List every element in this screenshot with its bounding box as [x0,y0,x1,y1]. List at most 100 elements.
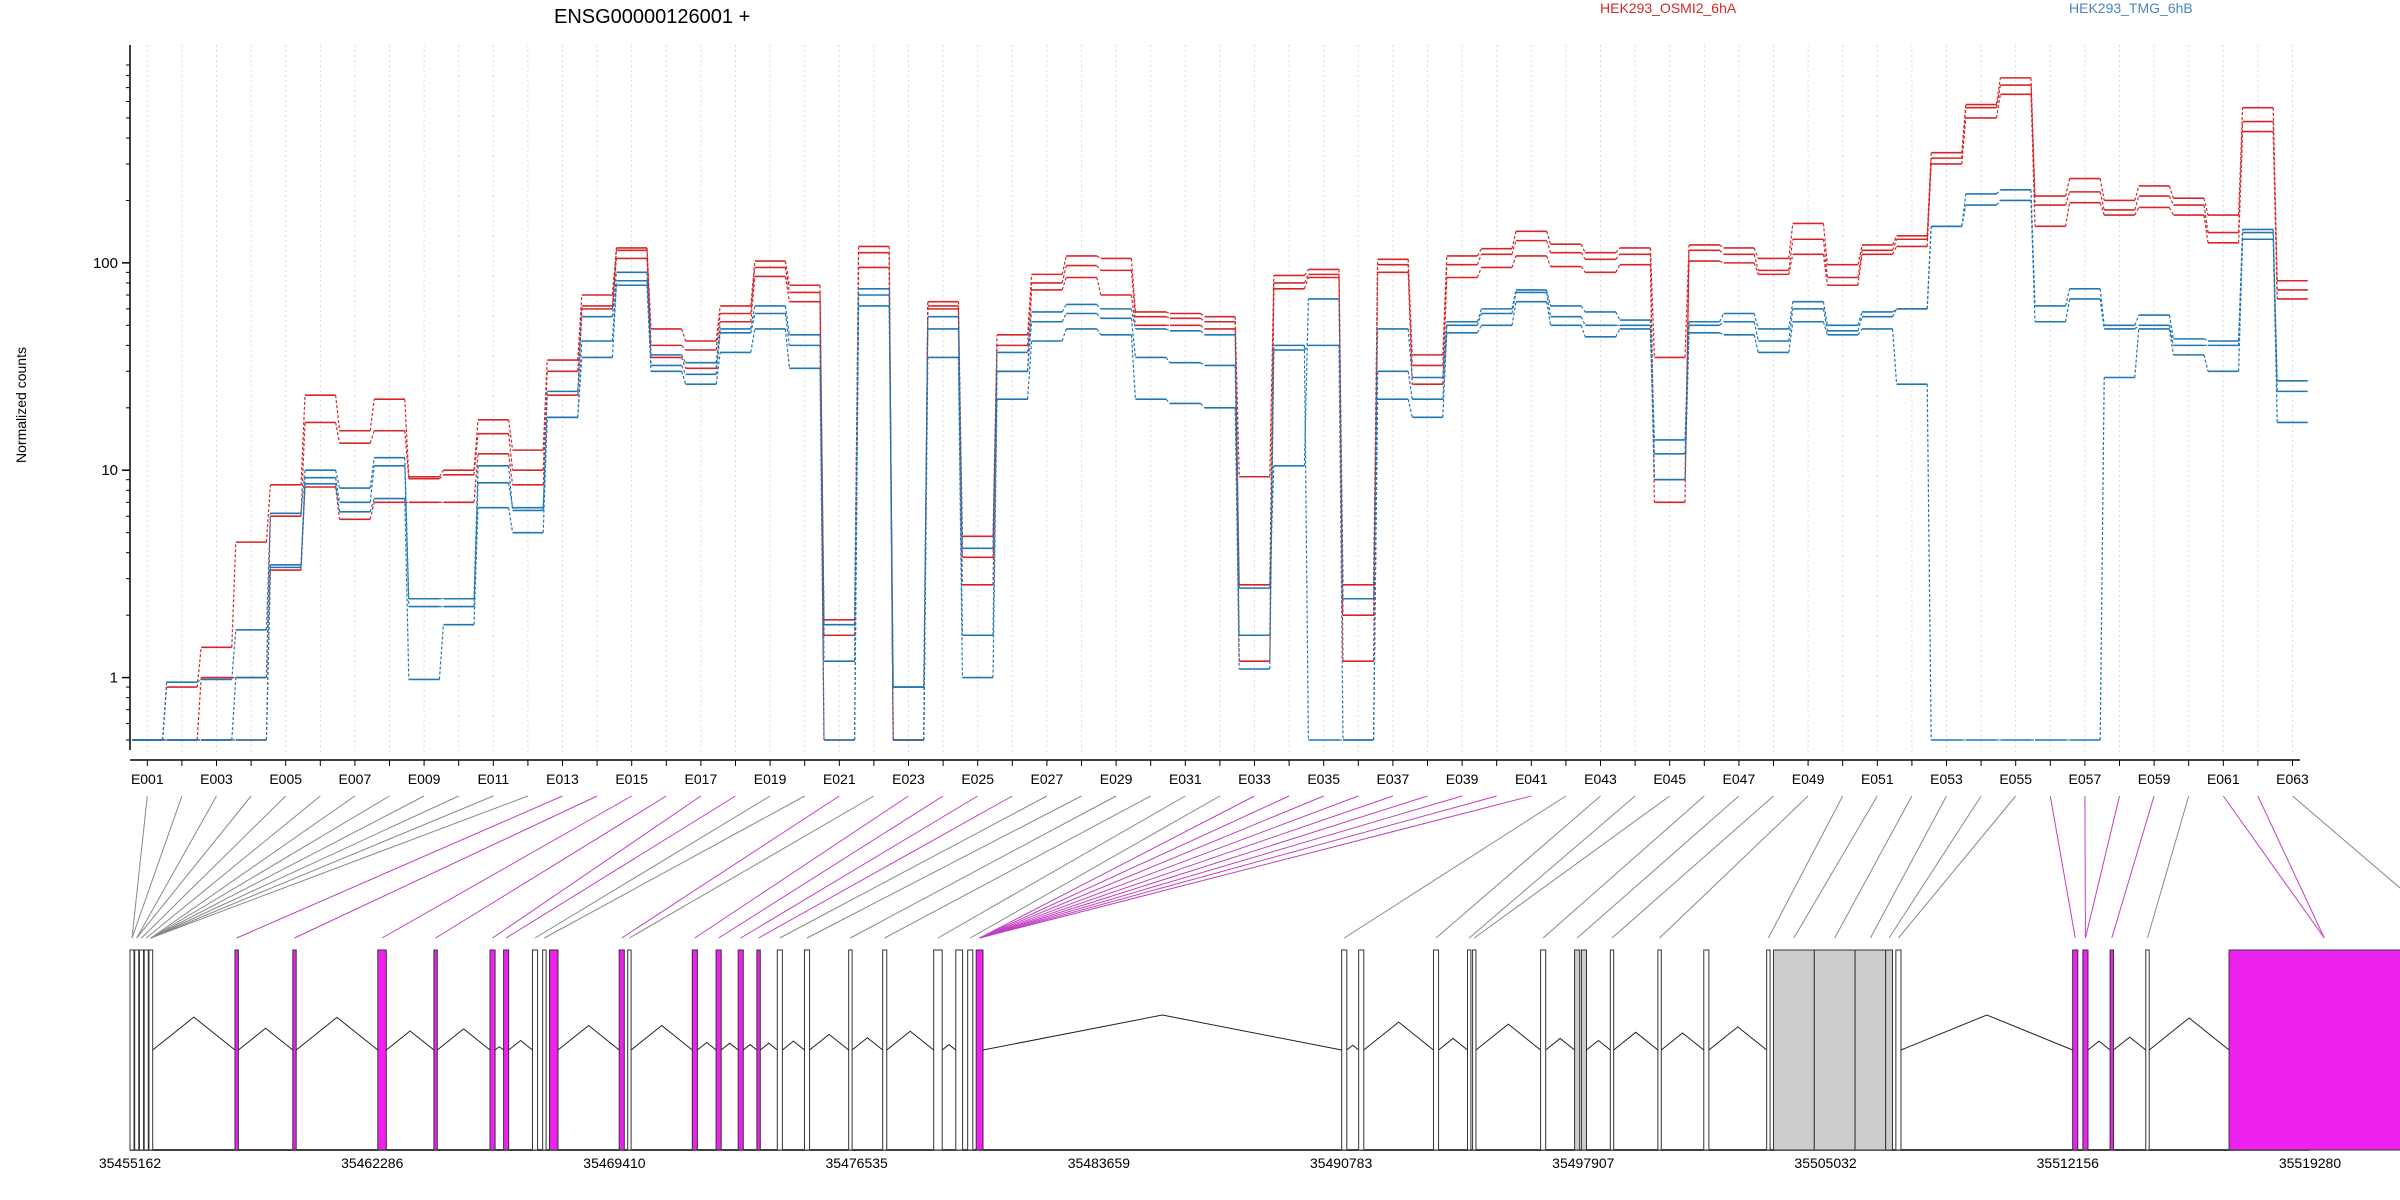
series-riser [2030,200,2036,322]
intron-line [238,1027,294,1051]
series-riser [1407,399,1413,418]
series-riser [404,465,410,607]
exon-box [1813,949,1856,1151]
exon-box [433,949,438,1151]
series-riser [1961,117,1967,164]
bin-exon-connector [2084,795,2120,939]
series-riser [369,457,375,489]
intron-line [2113,1036,2147,1051]
series-riser [1130,258,1136,312]
series-riser [231,629,237,680]
series-riser [2065,178,2071,197]
x-tick-label: E007 [339,771,372,787]
x-tick-label: E037 [1377,771,1410,787]
series-riser [1338,345,1344,741]
series-riser [196,678,202,683]
series-riser [611,285,617,358]
series-riser [2238,131,2244,243]
series-riser [784,328,790,369]
series-riser [1822,239,1828,278]
bin-exon-connector [1611,795,1774,939]
series-riser [265,564,271,678]
series-riser [1822,223,1828,265]
series-riser [1061,265,1067,284]
bin-exon-connector [806,795,1082,939]
series-riser [404,430,410,479]
exon-box [1472,949,1477,1151]
series-riser [508,433,514,471]
series-riser [1857,316,1863,332]
x-tick-label: E053 [1930,771,1963,787]
series-riser [1165,311,1171,315]
exon-box [503,949,510,1151]
exon-box [1885,949,1893,1151]
coordinate-label: 35519280 [2279,1155,2342,1171]
series-riser [1753,262,1759,275]
bin-exon-connector [294,795,598,939]
series-riser [1061,304,1067,313]
series-riser [1892,308,1897,313]
series-riser [611,258,617,306]
x-tick-label: E063 [2276,771,2309,787]
exon-box [129,949,135,1151]
series-riser [2134,185,2140,201]
bin-exon-connector [1834,795,1913,939]
bin-exon-connector [1473,795,1670,939]
y-axis-label: Normalized counts [13,347,29,463]
series-riser [2203,338,2209,342]
series-riser [2134,328,2140,378]
exon-box [1341,949,1348,1151]
intron-line [494,1045,504,1051]
series-riser [2030,94,2036,227]
exon-box [627,949,632,1151]
gene-model-layer: 35455162 35462286 35469410 35476535 35483659… [99,949,2400,1171]
series-riser [1719,313,1725,323]
series-riser [1580,252,1586,260]
series-riser [2168,195,2174,206]
exon-box [691,949,698,1151]
series-riser [2134,324,2140,330]
bin-exon-connector [141,795,287,939]
coordinate-label: 35490783 [1310,1155,1373,1171]
series-HEK293_TMG_6hB [132,189,2308,741]
coordinate-label: 35455162 [99,1155,162,1171]
series-riser [992,399,998,678]
series-riser [819,301,825,741]
series-riser [2065,191,2071,206]
series-riser [1234,321,1240,585]
series-riser [1130,308,1136,330]
series-riser [1511,255,1517,268]
series-riser [750,328,756,353]
intron-line [1708,1026,1767,1051]
series-riser [1753,321,1759,342]
series-riser [369,399,375,431]
series-riser [438,469,444,478]
intron-line [1438,1037,1468,1051]
series-riser [1684,250,1690,480]
series-riser [404,498,410,680]
series-riser [611,247,617,296]
x-tick-label: E047 [1723,771,1756,787]
bin-exon-connector [1898,795,2017,939]
series-riser [1061,313,1067,323]
series-riser [1580,266,1586,273]
series-riser [681,328,687,342]
bin-exon-connector [2257,795,2325,939]
bin-exon-connector [850,795,1117,939]
series-riser [1511,292,1517,314]
series-riser [1061,328,1067,342]
series-riser [784,276,790,302]
exon-box [2228,949,2400,1151]
series-riser [1719,332,1724,336]
series-riser [681,344,687,351]
bin-exon-connector [136,795,217,939]
series-riser [715,313,721,351]
x-tick-label: E011 [477,771,509,787]
series-riser [2099,191,2105,211]
series-riser [2065,202,2071,227]
bin-exon-connector [150,795,459,939]
series-riser [1892,246,1898,255]
series-riser [2238,107,2244,216]
intron-line [1363,1021,1434,1051]
series-riser [784,267,790,293]
